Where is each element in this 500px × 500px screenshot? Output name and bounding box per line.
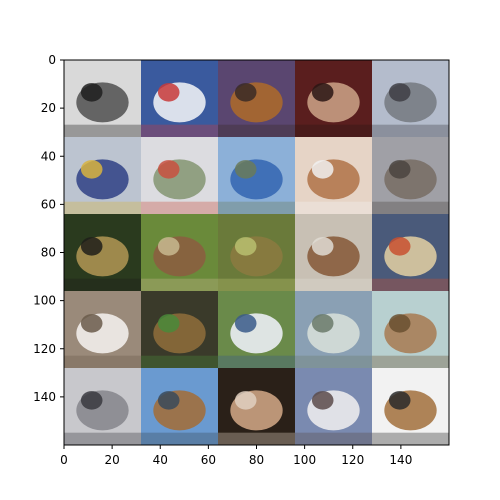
image-tile-cat (141, 291, 219, 369)
x-tick-label: 40 (153, 453, 168, 467)
x-axis: 0 20 40 60 80 100 120 140 (60, 445, 412, 467)
image-tile-cat (295, 60, 373, 138)
image-tile-automobile (64, 368, 142, 445)
image-tile-cat (218, 60, 296, 138)
y-tick-label: 140 (33, 390, 56, 404)
image-tile-deer (295, 214, 373, 292)
y-tick-label: 20 (41, 101, 56, 115)
image-tile-ship (141, 137, 219, 215)
image-tile-airplane (141, 60, 219, 138)
image-tile-frog (295, 137, 373, 215)
image-tile-truck (218, 137, 296, 215)
x-tick-label: 60 (201, 453, 216, 467)
image-tile-truck (295, 368, 373, 445)
y-axis: 0 20 40 60 80 100 120 140 (33, 53, 64, 404)
x-tick-label: 20 (104, 453, 119, 467)
image-tile-ship (372, 214, 449, 292)
image-tile-truck (295, 291, 373, 369)
image-tile-frog (141, 214, 219, 292)
image-tile-truck (218, 291, 296, 369)
image-tile-bird (372, 291, 449, 369)
image-grid (64, 60, 449, 445)
y-tick-label: 0 (48, 53, 56, 67)
x-tick-label: 0 (60, 453, 68, 467)
image-tile-horse (64, 291, 142, 369)
image-tile-deer (372, 368, 449, 445)
y-tick-label: 120 (33, 342, 56, 356)
y-tick-label: 100 (33, 294, 56, 308)
y-tick-label: 80 (41, 246, 56, 260)
image-tile-frog (218, 214, 296, 292)
image-tile-truck (64, 137, 142, 215)
y-tick-label: 60 (41, 197, 56, 211)
x-tick-label: 100 (293, 453, 316, 467)
image-tile-cat (372, 137, 449, 215)
image-tile-airplane (372, 60, 449, 138)
y-tick-label: 40 (41, 149, 56, 163)
image-tile-ship (141, 368, 219, 445)
x-tick-label: 140 (389, 453, 412, 467)
x-tick-label: 120 (341, 453, 364, 467)
x-tick-label: 80 (249, 453, 264, 467)
image-tile-cat (218, 368, 296, 445)
image-tile-bird (64, 214, 142, 292)
image-tile-person-grayscale (64, 60, 142, 138)
